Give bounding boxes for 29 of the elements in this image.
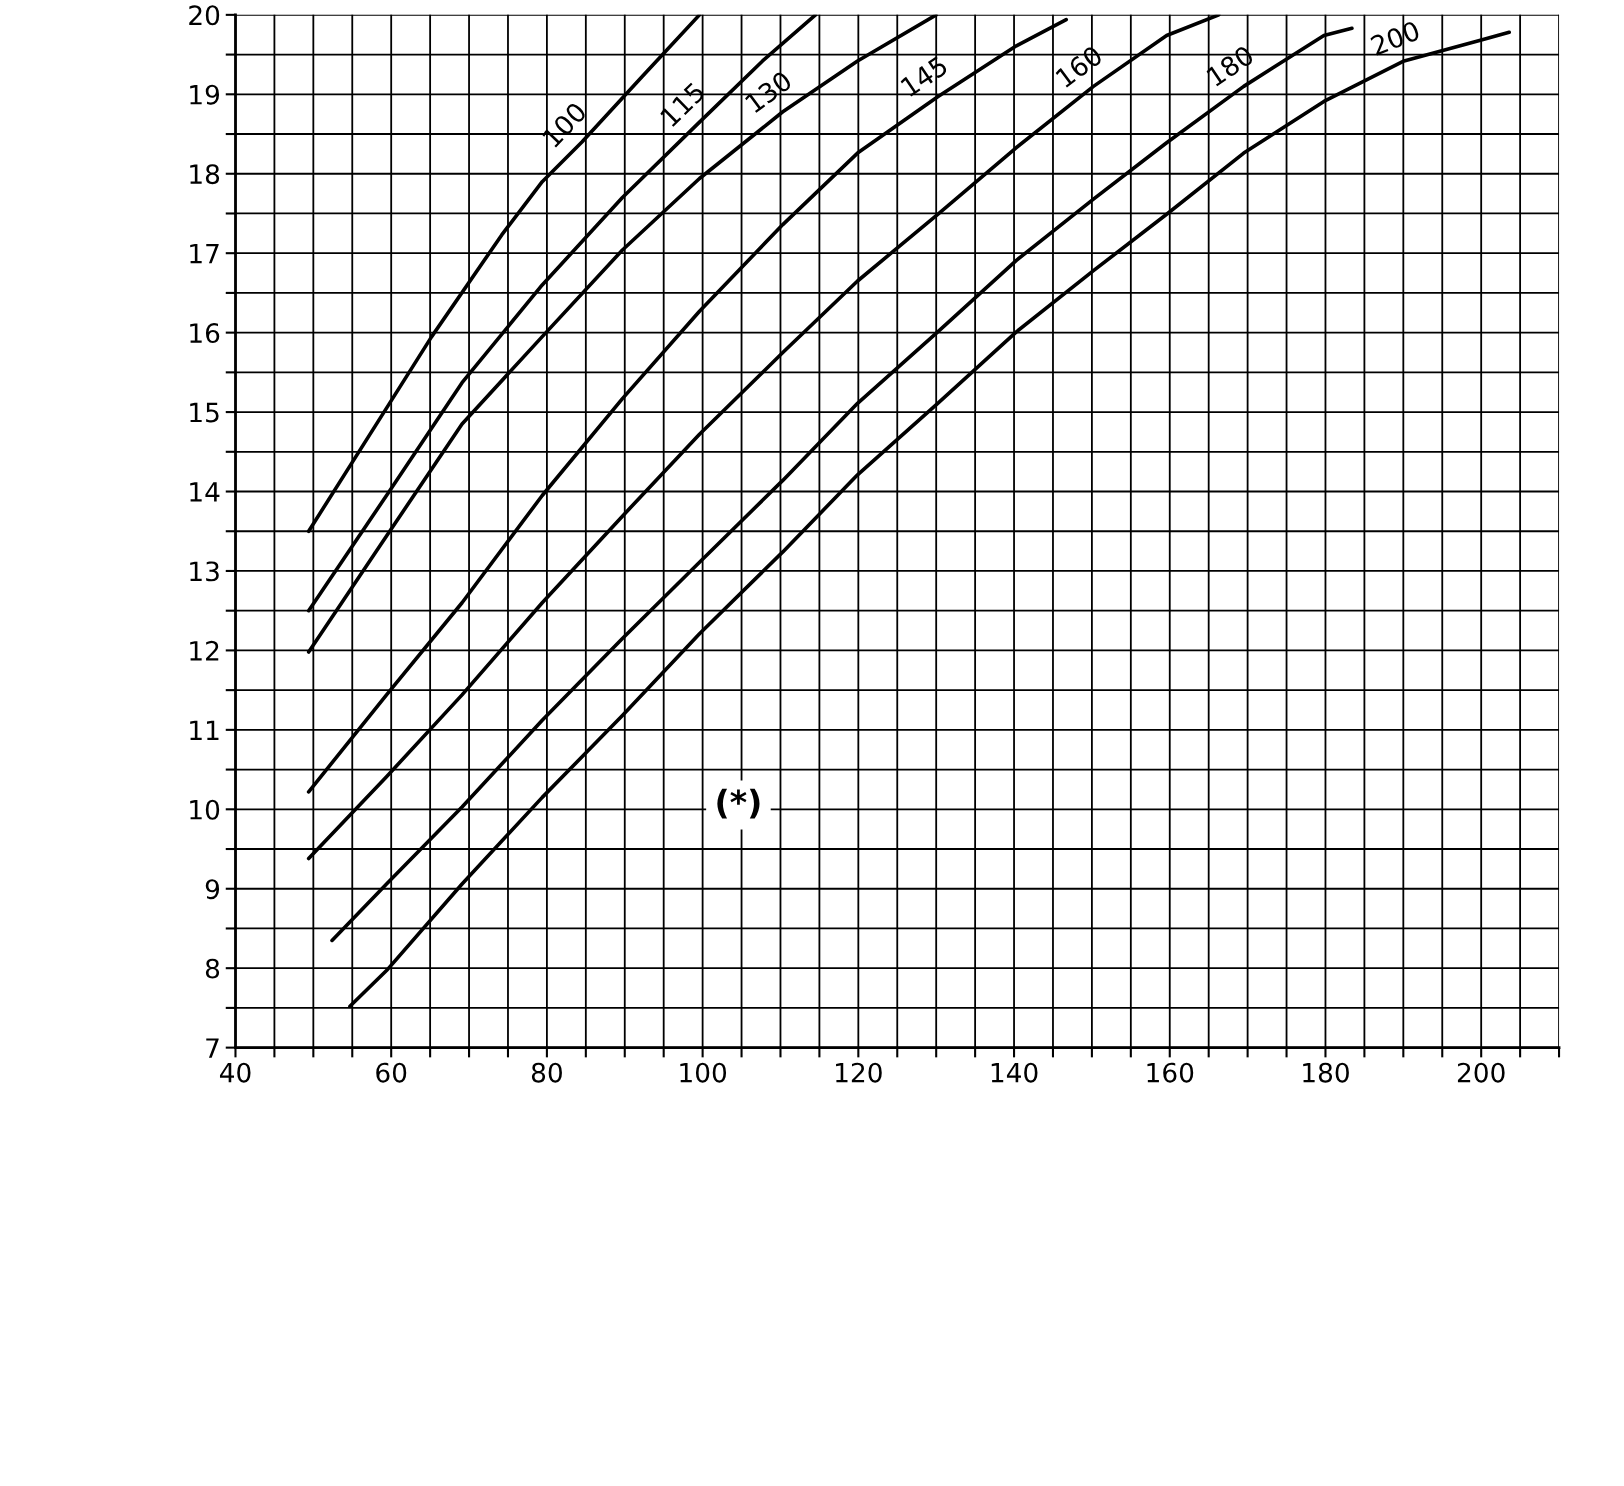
x-tick-label: 200 <box>1457 1062 1505 1083</box>
text: 200 <box>1369 20 1421 56</box>
x-tick-label: 160 <box>1147 1062 1194 1083</box>
y-tick-label: 17 <box>190 243 219 264</box>
y-tick-label: 16 <box>190 323 220 344</box>
text: 145 <box>900 55 949 98</box>
x-tick-label: 80 <box>531 1062 562 1083</box>
annotation: (*) <box>717 788 760 819</box>
y-tick-label: 15 <box>190 402 219 423</box>
y-tick-label: 9 <box>205 879 220 900</box>
y-tick-label: 11 <box>190 720 219 740</box>
x-tick-label: 40 <box>219 1062 251 1083</box>
y-tick-label: 18 <box>190 164 220 185</box>
y-tick-label: 12 <box>190 640 219 661</box>
y-tick-label: 19 <box>190 84 220 105</box>
text: 160 <box>1054 44 1104 88</box>
y-tick-label: 20 <box>189 5 220 26</box>
x-tick-label: 60 <box>376 1062 407 1083</box>
y-tick-label: 8 <box>205 958 220 979</box>
x-tick-label: 140 <box>991 1062 1038 1083</box>
x-tick-label: 180 <box>1303 1062 1349 1083</box>
y-tick-label: 13 <box>190 561 219 582</box>
text: 130 <box>744 70 793 114</box>
text: 180 <box>1205 44 1255 87</box>
y-tick-label: 14 <box>190 482 220 502</box>
x-tick-label: 120 <box>836 1062 882 1083</box>
y-tick-label: 10 <box>190 799 220 820</box>
x-tick-label: 100 <box>680 1062 727 1083</box>
y-tick-label: 7 <box>206 1038 219 1058</box>
